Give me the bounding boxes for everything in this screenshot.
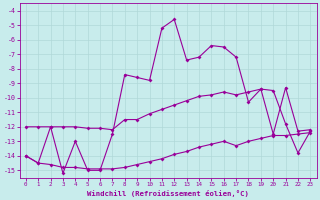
X-axis label: Windchill (Refroidissement éolien,°C): Windchill (Refroidissement éolien,°C) bbox=[87, 190, 249, 197]
